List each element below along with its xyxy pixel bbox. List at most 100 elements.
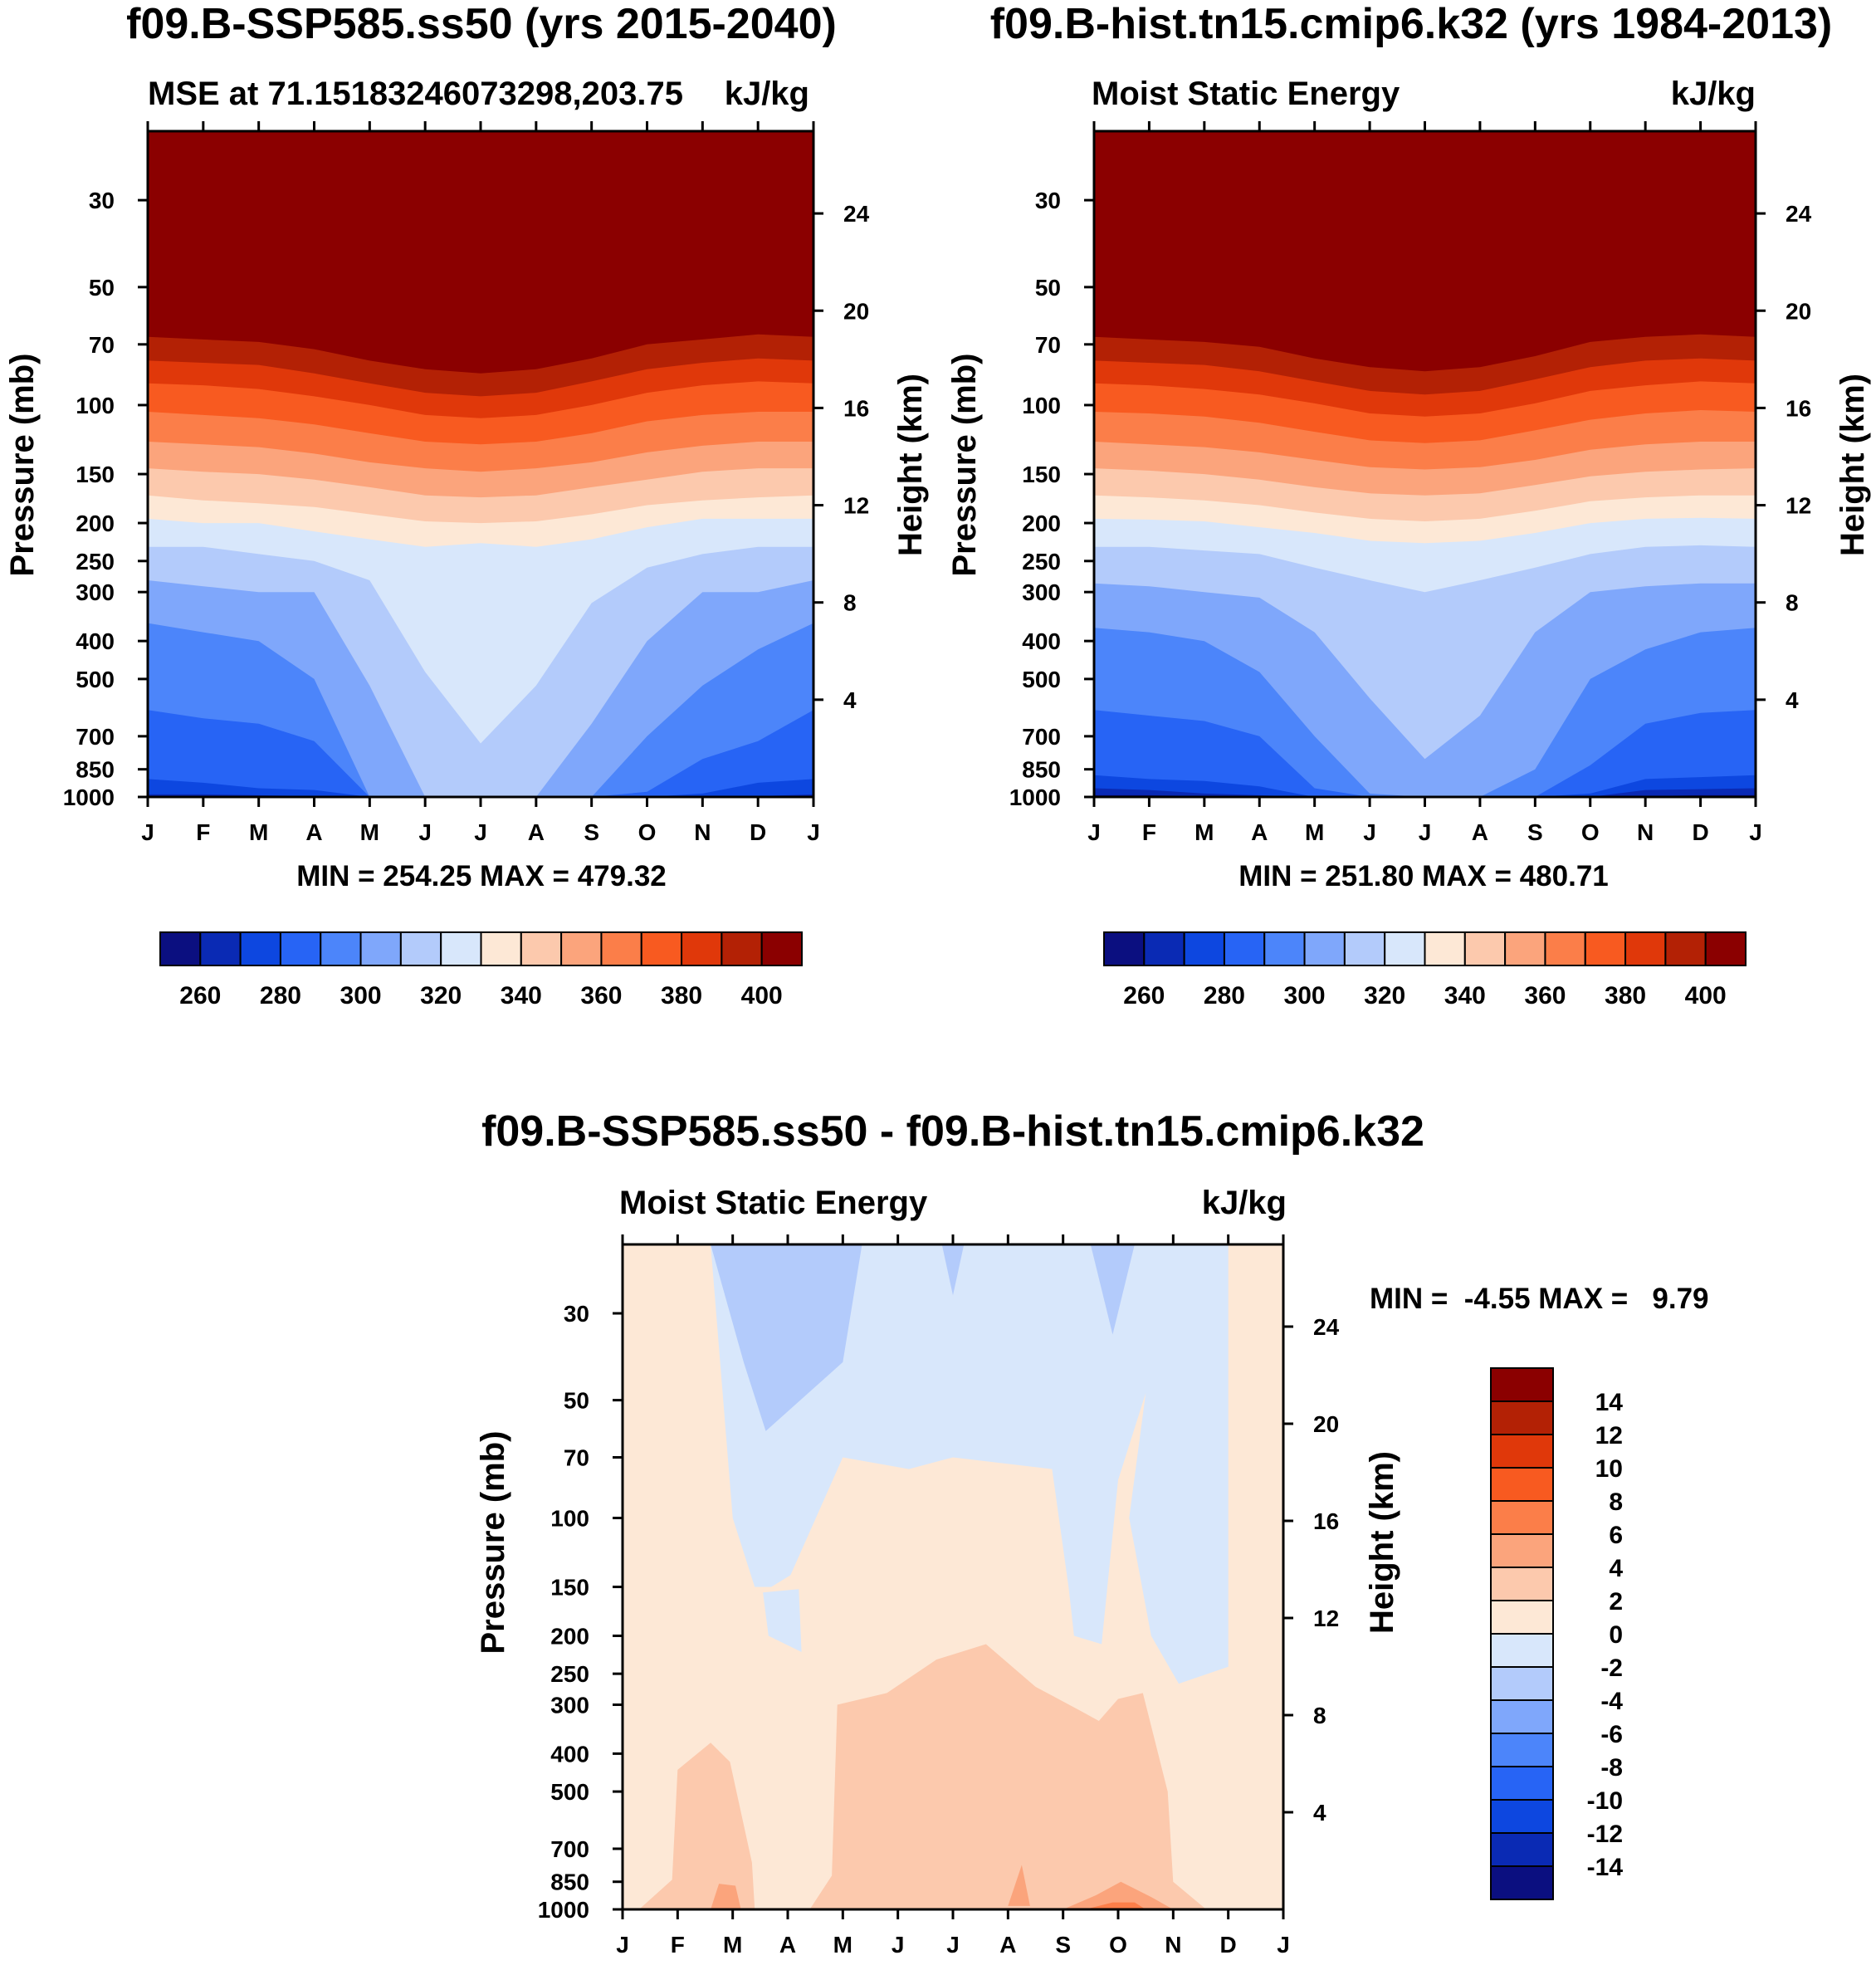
panel3-units: kJ/kg (1202, 1185, 1287, 1221)
x-tick-label: D (750, 819, 766, 845)
x-tick-label: M (1194, 819, 1214, 845)
y-tick-label: 70 (89, 332, 115, 358)
panel2-colorbar: 260 280 300 320 340 360 380 400 (1103, 931, 1747, 1009)
panel1-left-string: MSE at 71.15183246073298,203.75 (148, 76, 683, 112)
panel2-contour-plot: J F M A M J J A S O N D J 30 50 70 100 150 200 250 300 400 500… (1009, 121, 1812, 845)
colorbar-label: 380 (661, 982, 702, 1009)
colorbar-box (1490, 1865, 1554, 1900)
x-tick-label: M (360, 819, 379, 845)
colorbar-box (1664, 931, 1707, 966)
colorbar-box (1343, 931, 1386, 966)
y-tick-label: 30 (1035, 188, 1061, 213)
colorbar-label: 360 (1524, 982, 1566, 1009)
x-tick-label: F (671, 1932, 685, 1958)
x-tick-label: J (892, 1932, 905, 1958)
contour-band (1094, 775, 1756, 797)
colorbar-box (1490, 1567, 1554, 1601)
x-tick-label: J (1277, 1932, 1290, 1958)
colorbar-box (1183, 931, 1225, 966)
colorbar-box (520, 931, 563, 966)
y-tick-label: 300 (76, 579, 115, 605)
y-tick-label: 300 (1022, 579, 1061, 605)
x-tick-label: S (584, 819, 599, 845)
contour-fills (623, 1244, 1283, 1909)
y-tick-label: 150 (1022, 462, 1061, 487)
y-tick-label: 250 (76, 549, 115, 574)
x-tick-label: M (723, 1932, 742, 1958)
y-tick-label: 150 (76, 462, 115, 487)
colorbar-label: -6 (1600, 1721, 1623, 1748)
contour-region (711, 1244, 862, 1431)
colorbar-box (480, 931, 522, 966)
colorbar-label: 260 (179, 982, 221, 1009)
y-tick-label: 200 (550, 1623, 589, 1649)
contour-region (941, 1244, 965, 1296)
colorbar-box (1223, 931, 1266, 966)
panel3-contour-plot: J F M A M J J A S O N D J 30 50 70 100 150 200 250 300 400 500… (538, 1234, 1340, 1958)
y-tick-label: 200 (76, 511, 115, 536)
contour-region (711, 1884, 741, 1909)
x-tick-label: D (1220, 1932, 1237, 1958)
colorbar-box (1303, 931, 1346, 966)
x-tick-label: A (1251, 819, 1268, 845)
colorbar-box (440, 931, 482, 966)
axes: J F M A M J J A S O N D J 30 50 70 100 150 200 250 300 400 500… (1009, 121, 1812, 845)
x-tick-label: D (1692, 819, 1708, 845)
y-tick-label: 850 (550, 1870, 589, 1895)
y-tick-label: 200 (1022, 511, 1061, 536)
y-right-tick-label: 24 (1786, 201, 1812, 227)
x-tick-label: J (807, 819, 820, 845)
x-tick-label: S (1527, 819, 1543, 845)
colorbar-box (159, 931, 202, 966)
colorbar-box (1263, 931, 1306, 966)
colorbar-box (1384, 931, 1426, 966)
colorbar-label: 8 (1609, 1488, 1623, 1516)
colorbar-box (1584, 931, 1627, 966)
colorbar-box (1490, 1666, 1554, 1701)
x-tick-label: F (196, 819, 210, 845)
colorbar-box (399, 931, 442, 966)
contour-band (148, 710, 813, 797)
panel3-colorbar: 14 12 10 8 6 4 2 0 -2 -4 -6 -8 -10 -12 -14 (1490, 1367, 1624, 1900)
y-right-tick-label: 12 (843, 493, 869, 519)
colorbar-box (1704, 931, 1747, 966)
y-tick-label: 500 (1022, 667, 1061, 692)
colorbar-box (1490, 1733, 1554, 1767)
colorbar-label: 340 (1444, 982, 1486, 1009)
colorbar-label: 14 (1595, 1389, 1624, 1416)
y-tick-label: 400 (76, 628, 115, 654)
contour-region (1063, 1881, 1174, 1909)
x-tick-label: A (999, 1932, 1016, 1958)
panel3-minmax: MIN = -4.55 MAX = 9.79 (1370, 1283, 1709, 1315)
colorbar-label: 360 (580, 982, 622, 1009)
colorbar-box (1504, 931, 1546, 966)
colorbar-box (600, 931, 642, 966)
y-right-tick-label: 8 (1786, 590, 1799, 616)
colorbar-box (1490, 1400, 1554, 1435)
colorbar-box (239, 931, 281, 966)
colorbar-box (721, 931, 763, 966)
colorbar-box (1490, 1467, 1554, 1502)
colorbar-box (1490, 1699, 1554, 1734)
y-right-tick-label: 4 (843, 687, 857, 713)
colorbar-box (1103, 931, 1146, 966)
contour-region (809, 1644, 1207, 1909)
y-tick-label: 1000 (63, 785, 115, 810)
y-tick-label: 30 (564, 1301, 589, 1327)
colorbar-label: 340 (501, 982, 542, 1009)
y-tick-label: 700 (550, 1836, 589, 1862)
x-tick-label: N (694, 819, 711, 845)
panel2-units: kJ/kg (1671, 76, 1756, 112)
colorbar-box (1490, 1533, 1554, 1568)
panel3-left-string: Moist Static Energy (619, 1185, 928, 1221)
y-right-tick-label: 8 (843, 590, 857, 616)
colorbar-box (1490, 1633, 1554, 1668)
y-tick-label: 500 (550, 1779, 589, 1805)
panel3-ylabel: Pressure (mb) (475, 1431, 511, 1655)
x-tick-label: J (1363, 819, 1376, 845)
y-tick-label: 400 (550, 1741, 589, 1767)
x-tick-label: J (141, 819, 154, 845)
y-tick-label: 850 (1022, 757, 1061, 783)
panel2-left-string: Moist Static Energy (1092, 76, 1400, 112)
